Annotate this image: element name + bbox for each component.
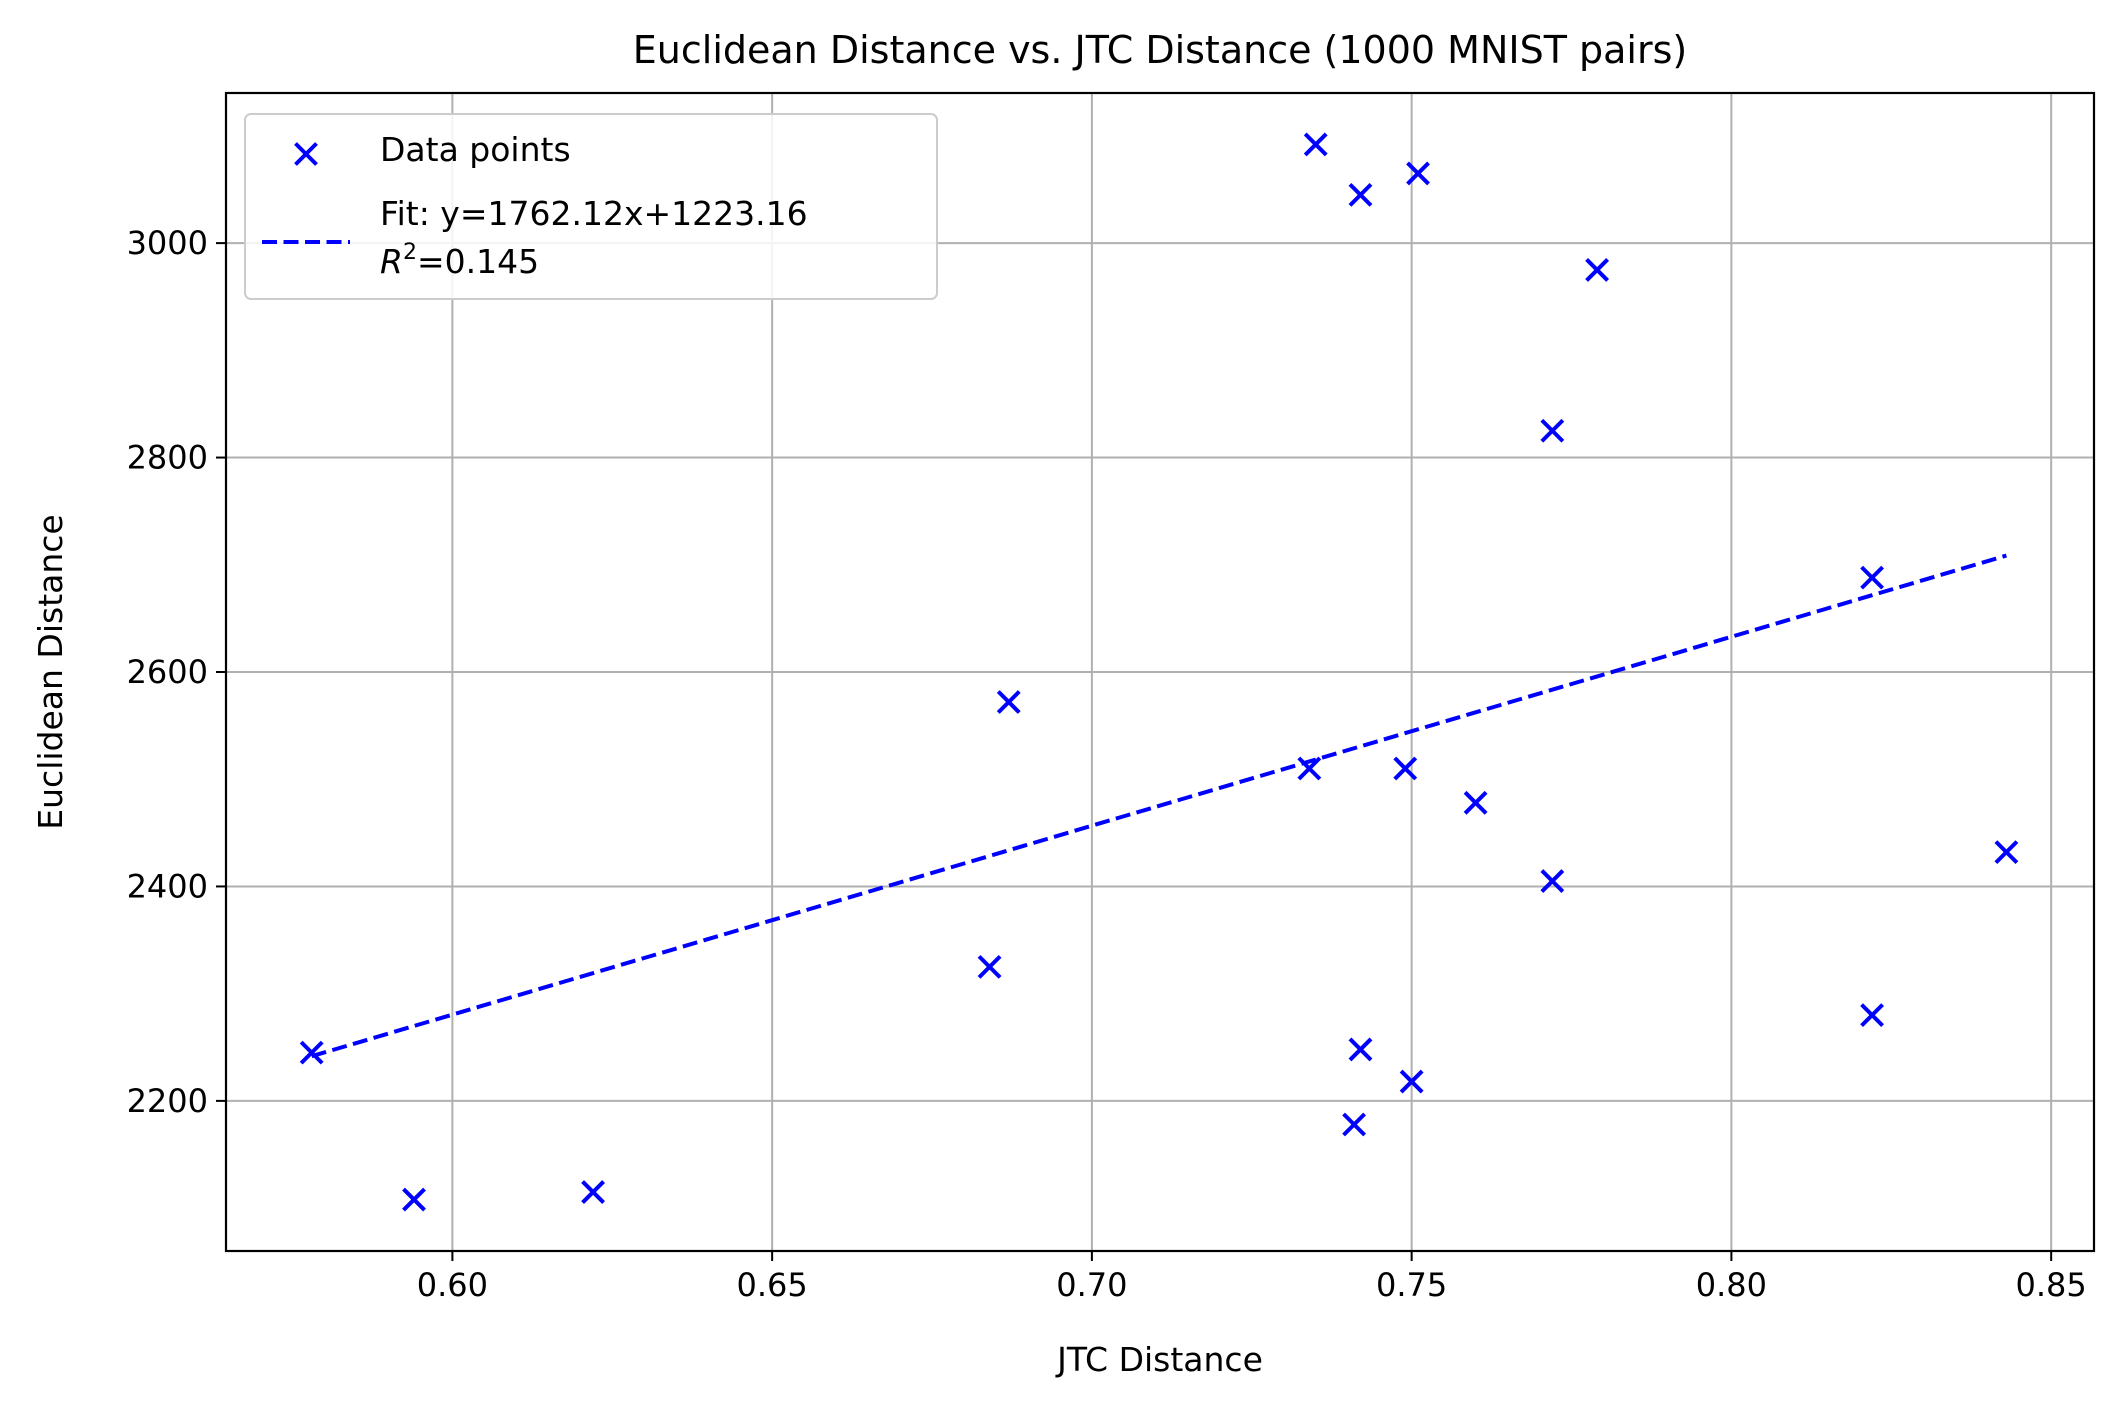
x-tick-label: 0.65 [737,1266,808,1304]
data-point-stroke [1860,565,1885,590]
data-point-marker [581,1180,605,1204]
data-point-marker [977,954,1002,979]
data-point-marker [1393,756,1418,781]
x-tick-label: 0.70 [1056,1266,1127,1304]
data-point-stroke [1860,1003,1885,1028]
data-point-marker [996,690,1021,714]
data-point-stroke [1393,756,1418,781]
x-tick-label: 0.85 [2016,1266,2087,1304]
data-point-marker [1406,161,1430,186]
legend-marker-stroke [294,142,318,166]
y-axis-label: Euclidean Distance [31,514,70,829]
data-point-marker [299,1040,324,1065]
data-point-stroke [402,1187,426,1212]
data-point-stroke [1585,258,1610,282]
data-point-stroke [1540,869,1565,893]
x-tick-label: 0.80 [1696,1266,1767,1304]
data-point-marker [1463,790,1488,815]
legend-scatter-marker [294,142,318,166]
y-tick-label: 2200 [127,1082,208,1120]
data-point-marker [1860,565,1885,590]
y-tick-label: 2600 [127,653,208,691]
data-point-stroke [996,690,1021,714]
legend-r2-symbol: R [380,242,403,281]
data-point-marker [1540,418,1565,443]
chart-title: Euclidean Distance vs. JTC Distance (100… [633,28,1687,72]
data-point-marker [1994,840,2019,865]
data-point-stroke [1303,132,1328,157]
data-point-stroke [977,954,1002,979]
data-point-marker [1303,132,1328,157]
legend: Data points Fit: y=1762.12x+1223.16 R2=0… [244,113,938,300]
y-tick-label: 3000 [127,224,208,262]
y-tick-label: 2400 [127,867,208,905]
y-tick-label: 2800 [127,439,208,477]
fit-line [311,553,2007,1059]
legend-r2-value: =0.145 [417,242,539,281]
data-point-marker [1342,1112,1367,1137]
data-point-stroke [299,1040,324,1065]
data-point-marker [1297,756,1322,781]
data-point-stroke [581,1180,605,1204]
legend-fit-r2-label: R2=0.145 [380,240,539,281]
data-point-marker [1540,869,1565,893]
tick-layer: 0.60 0.65 0.70 0.75 0.80 0.85 2200 2400 2600 2800… [127,224,2087,1304]
legend-box [244,113,938,300]
data-layer [299,132,2019,1212]
data-point-stroke [1348,182,1373,207]
data-point-marker [1585,258,1610,282]
data-point-stroke [1406,161,1430,186]
x-axis-label: JTC Distance [1055,1340,1263,1379]
x-tick-label: 0.75 [1376,1266,1447,1304]
data-point-stroke [1348,1037,1373,1062]
legend-r2-exponent: 2 [403,240,417,265]
data-point-stroke [1463,790,1488,815]
legend-scatter-label: Data points [380,130,571,169]
x-tick-label: 0.60 [417,1266,488,1304]
data-point-marker [1348,182,1373,207]
legend-fit-label: Fit: y=1762.12x+1223.16 [380,194,808,233]
data-point-marker [402,1187,426,1212]
data-point-stroke [1399,1069,1424,1094]
data-point-stroke [1994,840,2019,865]
data-point-stroke [1540,418,1565,443]
data-point-marker [1399,1069,1424,1094]
data-point-stroke [1342,1112,1367,1137]
data-point-marker [1860,1003,1885,1028]
data-point-marker [1348,1037,1373,1062]
data-point-stroke [1297,756,1322,781]
